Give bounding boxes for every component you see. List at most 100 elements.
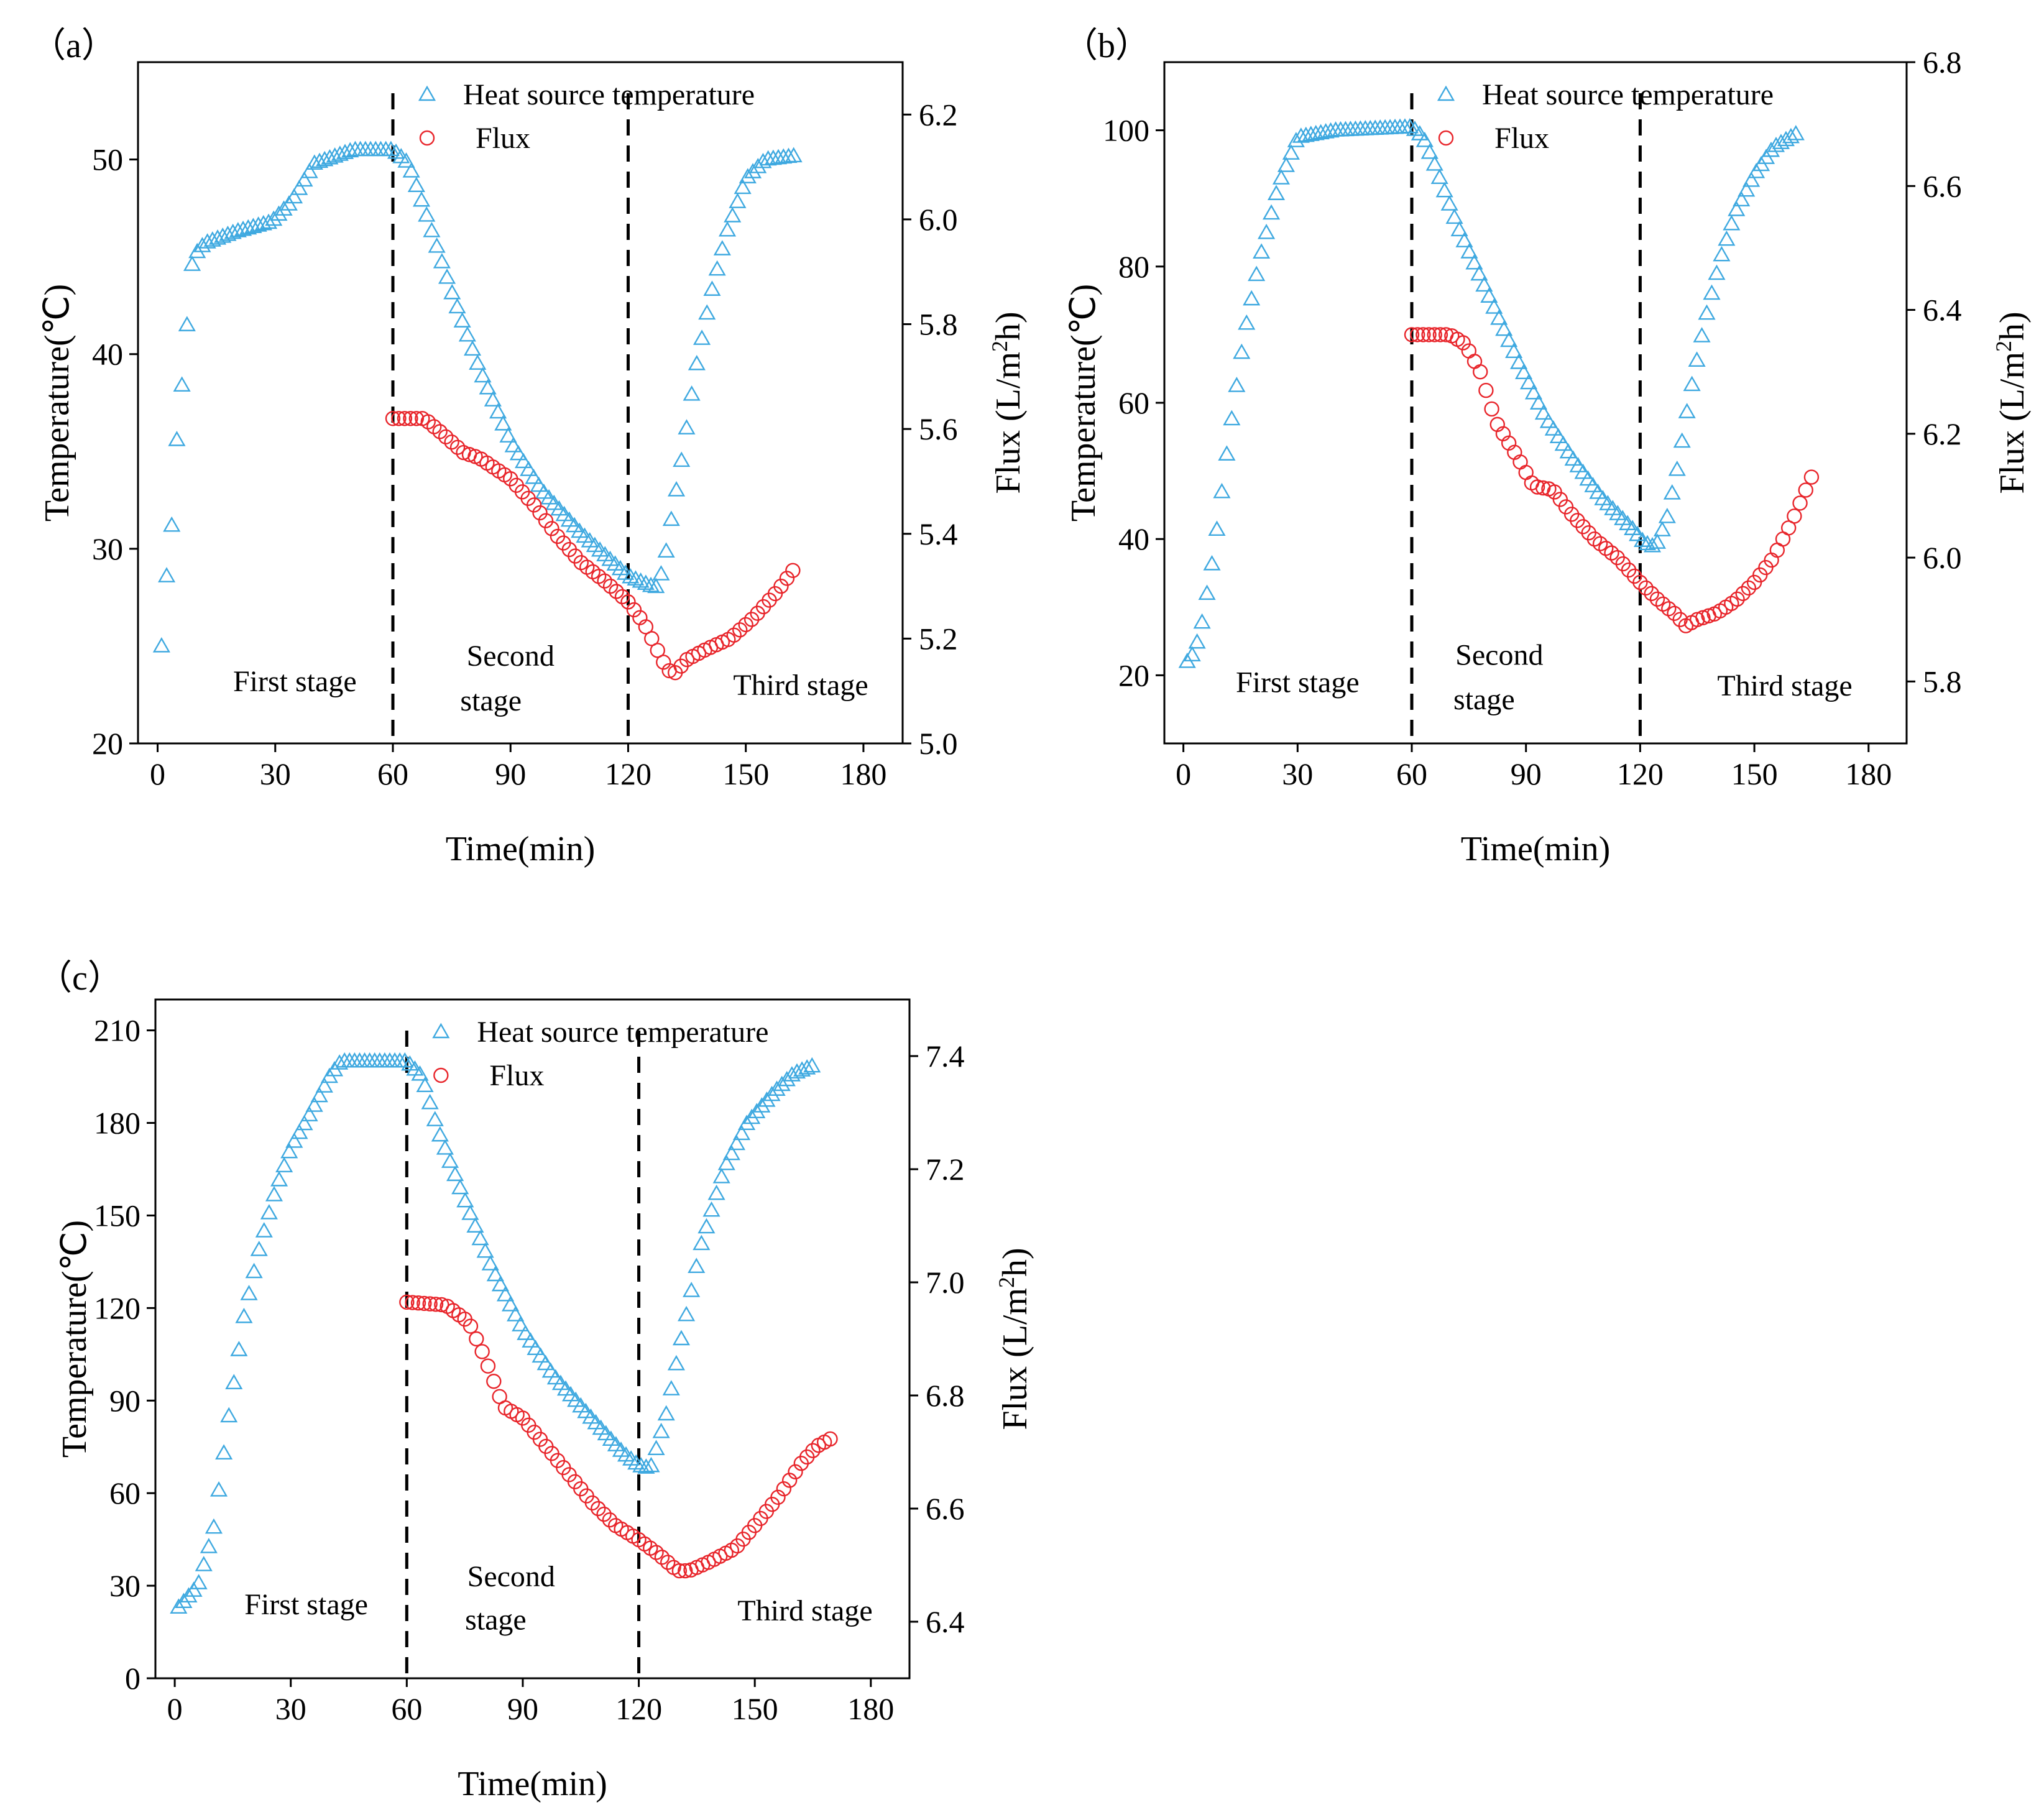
flux-point xyxy=(822,1431,838,1447)
temperature-point xyxy=(525,468,543,484)
temperature-point xyxy=(632,1457,650,1473)
temperature-point xyxy=(734,178,752,195)
x-tick-label: 180 xyxy=(1845,756,1892,791)
x-axis-title: Time(min) xyxy=(1461,830,1611,868)
temperature-point xyxy=(1243,290,1261,306)
temperature-point xyxy=(1505,342,1523,358)
flux-point xyxy=(671,1563,688,1579)
temperature-point xyxy=(235,1307,253,1323)
stage-label: First stage xyxy=(244,1588,368,1621)
temperature-point xyxy=(1213,482,1231,499)
stage-label: First stage xyxy=(1236,666,1360,699)
temperature-point xyxy=(1500,331,1518,347)
flux-point xyxy=(463,1318,479,1334)
y-tick-label: 50 xyxy=(92,142,123,177)
temperature-point xyxy=(259,213,278,229)
temperature-point xyxy=(501,1295,520,1312)
temperature-point xyxy=(1292,127,1310,143)
temperature-point xyxy=(1248,265,1266,282)
stage-label: Third stage xyxy=(733,669,868,702)
temperature-point xyxy=(441,1152,459,1168)
temperature-point xyxy=(407,177,425,193)
series-temperature xyxy=(170,1052,821,1614)
plot-frame xyxy=(154,998,911,1680)
panel-label: （a） xyxy=(31,27,116,65)
y2-axis-title: Flux (L/m2h) xyxy=(987,311,1028,494)
temperature-point xyxy=(1624,520,1642,535)
temperature-point xyxy=(1519,374,1538,390)
y-tick-label: 20 xyxy=(1118,658,1149,692)
temperature-point xyxy=(178,316,196,331)
temperature-point xyxy=(295,171,313,187)
temperature-point xyxy=(1460,243,1478,259)
series-temperature xyxy=(1178,117,1805,668)
temperature-point xyxy=(1223,410,1241,426)
temperature-point xyxy=(270,205,288,221)
temperature-point xyxy=(642,1456,660,1473)
flux-point xyxy=(1478,382,1494,398)
flux-point xyxy=(434,1297,449,1313)
y-tick-label: 120 xyxy=(94,1290,140,1325)
temperature-point xyxy=(678,419,696,434)
temperature-point xyxy=(1683,375,1701,392)
temperature-point xyxy=(1678,403,1696,418)
legend-flux-marker xyxy=(419,130,435,146)
y2-tick-label: 6.2 xyxy=(1923,416,1962,451)
temperature-point xyxy=(1762,141,1780,157)
temperature-point xyxy=(743,1108,761,1124)
temperature-point xyxy=(331,1054,349,1070)
temperature-point xyxy=(1203,554,1221,571)
flux-point xyxy=(584,1495,601,1511)
y-tick-label: 20 xyxy=(92,726,123,761)
x-tick-label: 30 xyxy=(1282,756,1313,791)
temperature-point xyxy=(1198,584,1216,600)
temperature-point xyxy=(215,1444,233,1459)
temperature-point xyxy=(1253,243,1271,259)
stage-label: Second xyxy=(467,1560,555,1593)
temperature-point xyxy=(1787,125,1805,140)
panel-label: （b） xyxy=(1063,27,1150,65)
temperature-point xyxy=(1267,185,1286,200)
temperature-point xyxy=(662,1380,680,1395)
temperature-point xyxy=(647,1440,665,1456)
y-axis-title: Temperature(℃) xyxy=(55,1220,94,1458)
temperature-point xyxy=(1524,384,1543,400)
temperature-point xyxy=(456,1192,474,1208)
flux-point xyxy=(773,578,789,594)
temperature-point xyxy=(1693,327,1711,342)
y2-tick-label: 6.6 xyxy=(926,1491,965,1526)
temperature-point xyxy=(469,354,487,370)
temperature-point xyxy=(1708,264,1726,280)
temperature-point xyxy=(1188,633,1206,649)
temperature-point xyxy=(698,304,716,320)
x-tick-label: 150 xyxy=(1731,756,1778,791)
y2-tick-label: 5.0 xyxy=(919,726,958,761)
temperature-point xyxy=(753,1097,771,1113)
legend: Heat source temperature Flux xyxy=(1437,78,1774,155)
temperature-point xyxy=(522,1332,540,1348)
stage-label: Second xyxy=(467,640,555,673)
temperature-point xyxy=(1435,182,1453,198)
legend-flux-marker xyxy=(1438,130,1454,146)
temperature-point xyxy=(1589,483,1607,499)
y2-tick-label: 6.8 xyxy=(1923,45,1962,80)
flux-point xyxy=(1409,327,1425,342)
temperature-point xyxy=(285,188,303,204)
temperature-point xyxy=(494,415,512,431)
temperature-point xyxy=(763,1085,781,1101)
temperature-point xyxy=(743,163,762,178)
x-tick-label: 0 xyxy=(167,1691,183,1726)
y2-tick-label: 5.8 xyxy=(919,307,958,342)
legend-temperature-marker xyxy=(432,1023,450,1039)
temperature-point xyxy=(244,218,262,233)
legend-temperature-label: Heat source temperature xyxy=(1482,78,1774,111)
temperature-point xyxy=(428,237,446,253)
temperature-point xyxy=(1312,124,1330,140)
temperature-point xyxy=(1277,157,1296,172)
stage-label: First stage xyxy=(233,665,357,698)
temperature-point xyxy=(1723,214,1741,231)
temperature-point xyxy=(1401,117,1419,134)
y2-tick-label: 7.2 xyxy=(926,1152,965,1187)
temperature-point xyxy=(180,1587,198,1602)
